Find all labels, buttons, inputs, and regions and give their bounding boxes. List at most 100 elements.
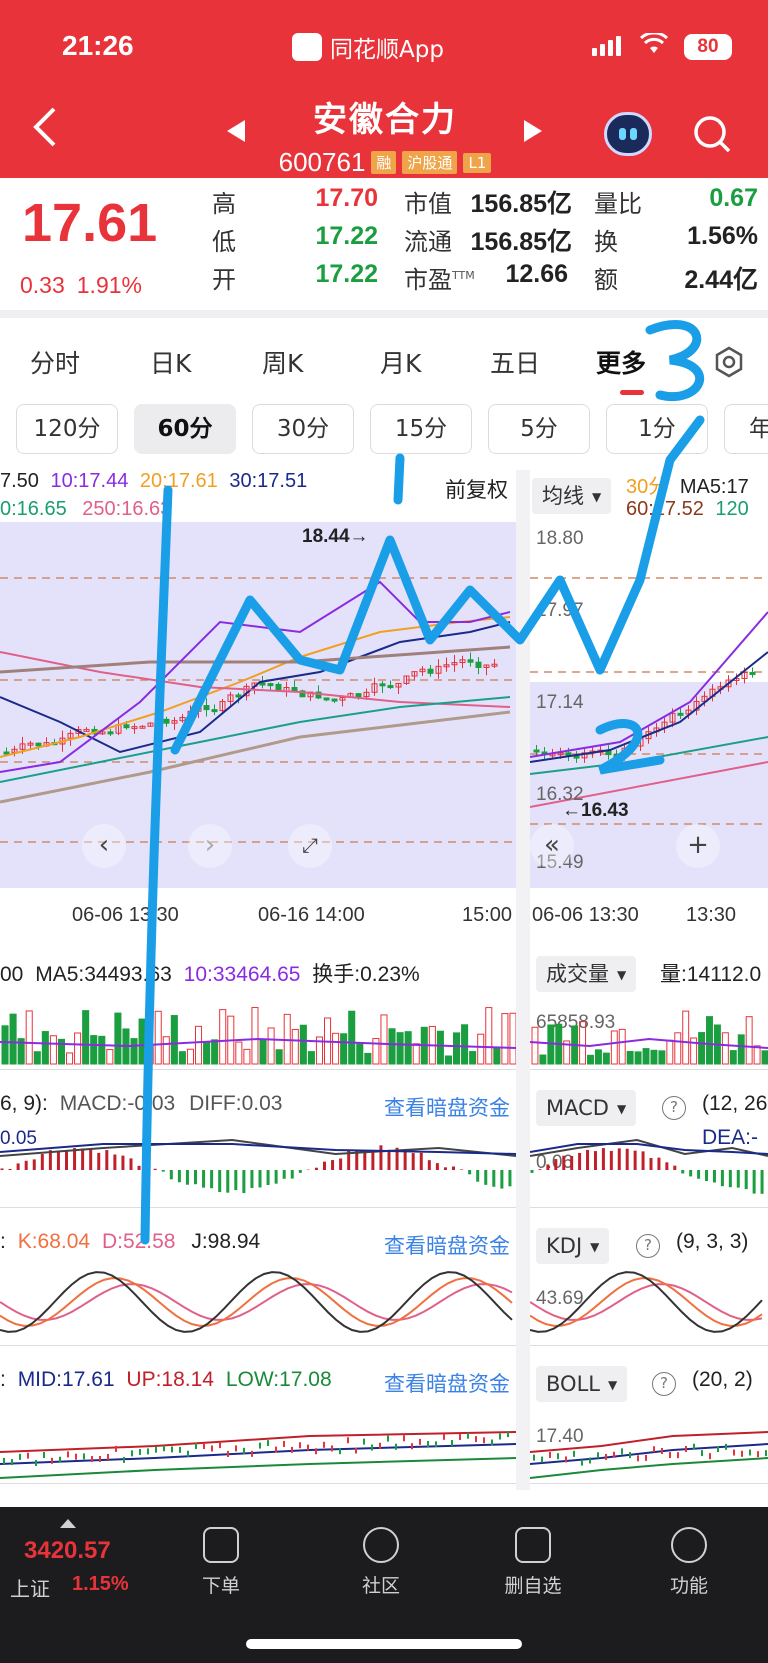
- period-120m[interactable]: 120分: [16, 404, 118, 454]
- fullscreen-icon[interactable]: ⤢: [288, 824, 332, 868]
- tab-five-day[interactable]: 五日: [490, 349, 541, 378]
- tab-intraday[interactable]: 分时: [30, 349, 81, 378]
- nav-order[interactable]: 下单: [176, 1527, 266, 1598]
- volume-bar: [130, 1038, 138, 1065]
- tab-more[interactable]: 更多: [596, 349, 647, 378]
- minus-box-icon: [515, 1527, 551, 1563]
- side-x-label-2: 13:30: [686, 904, 737, 926]
- kdj-line-0: [530, 1283, 763, 1321]
- nav-community[interactable]: 社区: [336, 1527, 426, 1598]
- macd-panel[interactable]: 6, 9): MACD:-0.03 DIFF:0.03 查看暗盘资金 0.05: [0, 1084, 516, 1208]
- volume-bar: [17, 1038, 25, 1065]
- prev-stock-button[interactable]: [225, 118, 247, 151]
- period-60m[interactable]: 60分: [134, 404, 236, 454]
- volume-bar: [9, 1013, 17, 1065]
- chart-tabs: 分时 日K 周K 月K 五日 更多: [0, 330, 768, 395]
- indicator-dropdown[interactable]: 均线 ▼: [532, 478, 612, 514]
- chart-divider: [516, 470, 530, 1490]
- volume-bar: [82, 1010, 90, 1065]
- side-x-label-1: 06-06 13:30: [532, 904, 639, 926]
- volume-bar: [186, 1048, 194, 1065]
- macd-chart: [0, 1138, 516, 1194]
- scroll-right-button[interactable]: ›: [188, 824, 232, 868]
- volume-bar: [493, 1047, 501, 1065]
- volume-bar: [396, 1032, 404, 1065]
- dark-pool-link-boll[interactable]: 查看暗盘资金: [384, 1372, 510, 1396]
- assistant-robot-icon[interactable]: [604, 112, 652, 156]
- search-icon[interactable]: [692, 114, 732, 154]
- low-annotation: ←16.43: [562, 800, 629, 821]
- boll-dropdown[interactable]: BOLL ▼: [536, 1366, 628, 1402]
- scroll-left-button[interactable]: ‹: [82, 824, 126, 868]
- volume-panel[interactable]: 00 MA5:34493.63 10:33464.65 换手:0.23%: [0, 950, 516, 1070]
- kdj-panel[interactable]: : K:68.04 D:52.58 J:98.94 查看暗盘资金: [0, 1222, 516, 1346]
- period-year[interactable]: 年: [724, 404, 768, 454]
- side-ma-row2: 60:17.52 120: [626, 498, 749, 520]
- volume-bar: [485, 1007, 493, 1065]
- volume-bar: [243, 1048, 251, 1065]
- high-label: 高: [212, 190, 236, 218]
- tab-monthly-k[interactable]: 月K: [380, 349, 422, 378]
- side-macd-panel[interactable]: MACD▼ ? (12, 26 DEA:- 0.06: [530, 1084, 768, 1208]
- candle: [27, 742, 34, 746]
- adjust-mode-label[interactable]: 前复权: [445, 478, 508, 502]
- current-price: 17.61: [22, 193, 158, 253]
- volume-bar: [642, 1048, 650, 1065]
- back-button[interactable]: [30, 105, 66, 165]
- boll-panel[interactable]: : MID:17.61 UP:18.14 LOW:17.08 查看暗盘资金: [0, 1360, 516, 1484]
- help-icon[interactable]: ?: [652, 1372, 676, 1396]
- turnover-label: 换: [594, 228, 618, 256]
- period-30m[interactable]: 30分: [252, 404, 354, 454]
- volume-dropdown[interactable]: 成交量 ▼: [536, 956, 637, 992]
- vol-ratio-label: 量比: [594, 190, 642, 218]
- volume-bar: [364, 1052, 372, 1065]
- tab-weekly-k[interactable]: 周K: [262, 349, 304, 378]
- help-icon[interactable]: ?: [662, 1096, 686, 1120]
- side-boll-panel[interactable]: BOLL ▼ ? (20, 2) 17.40: [530, 1360, 768, 1484]
- settings-gear-icon[interactable]: [712, 345, 746, 379]
- dark-pool-link-kdj[interactable]: 查看暗盘资金: [384, 1234, 510, 1258]
- kdj-dropdown[interactable]: KDJ ▼: [536, 1228, 610, 1264]
- volume-bar: [634, 1051, 642, 1065]
- active-tab-indicator: [620, 390, 644, 395]
- side-volume-panel[interactable]: 成交量 ▼ 量:14112.0 65858.93: [530, 950, 768, 1070]
- pe-value: 12.66: [505, 260, 568, 288]
- volume-bar: [737, 1034, 745, 1065]
- candle: [387, 685, 394, 689]
- volume-bar: [178, 1051, 186, 1065]
- tab-daily-k[interactable]: 日K: [150, 349, 192, 378]
- candle: [131, 726, 138, 730]
- kdj-line-1: [0, 1277, 513, 1327]
- expand-arrow-icon[interactable]: [60, 1519, 76, 1528]
- dark-pool-link-macd[interactable]: 查看暗盘资金: [384, 1096, 510, 1120]
- side-kline-chart[interactable]: 18.80 17.97 17.14 16.32 15.49 ←16.43 « +: [530, 522, 768, 888]
- period-5m[interactable]: 5分: [488, 404, 590, 454]
- rewind-button[interactable]: «: [530, 824, 574, 868]
- side-kdj-panel[interactable]: KDJ ▼ ? (9, 3, 3) 43.69: [530, 1222, 768, 1346]
- amount-value: 2.44亿: [684, 266, 758, 294]
- side-candle: [533, 749, 540, 753]
- period-1m[interactable]: 1分: [606, 404, 708, 454]
- mktcap-label: 市值: [404, 190, 452, 218]
- volume-bar: [412, 1043, 420, 1065]
- main-kline-chart[interactable]: 18.44→ ‹ › ⤢: [0, 522, 516, 888]
- volume-bar: [106, 1049, 114, 1065]
- signal-icon: [592, 36, 621, 56]
- volume-bar: [626, 1050, 634, 1065]
- index-value[interactable]: 3420.57: [24, 1537, 111, 1564]
- diff-line: [530, 1138, 768, 1157]
- nav-remove-watchlist[interactable]: 删自选: [488, 1527, 578, 1598]
- next-stock-button[interactable]: [522, 118, 544, 151]
- volume-bar: [235, 1041, 243, 1065]
- macd-dropdown[interactable]: MACD ▼: [536, 1090, 637, 1126]
- volume-bar: [477, 1033, 485, 1065]
- period-15m[interactable]: 15分: [370, 404, 472, 454]
- side-kdj-chart: [530, 1271, 763, 1333]
- candle: [467, 659, 474, 663]
- nav-functions[interactable]: 功能: [644, 1527, 734, 1598]
- volume-bar: [203, 1041, 211, 1065]
- candle: [379, 683, 386, 687]
- zoom-in-button[interactable]: +: [676, 824, 720, 868]
- candle: [107, 731, 114, 735]
- help-icon[interactable]: ?: [636, 1234, 660, 1258]
